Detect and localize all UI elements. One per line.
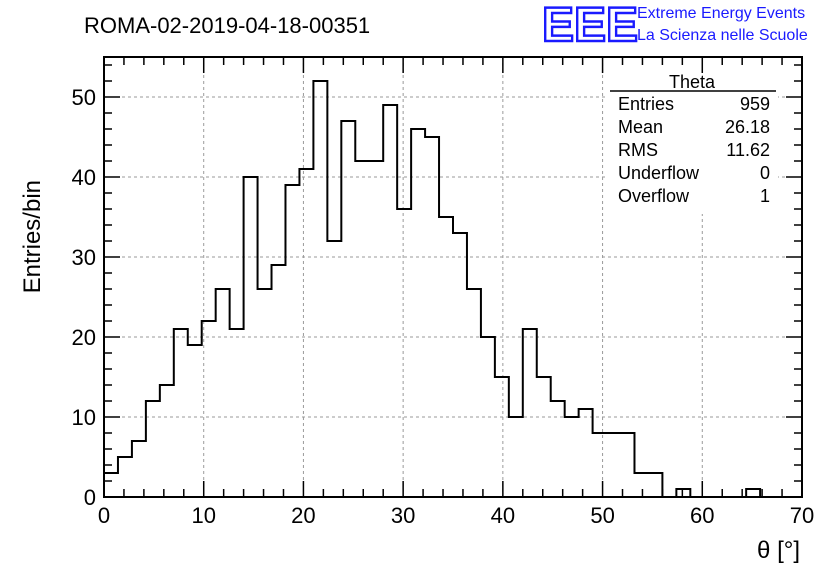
histogram-series — [103, 80, 802, 498]
x-tick-label: 20 — [291, 503, 315, 528]
x-tick-label: 10 — [191, 503, 215, 528]
stats-row-label: Underflow — [618, 163, 700, 183]
stats-row-value: 1 — [760, 186, 770, 206]
x-tick-label: 30 — [391, 503, 415, 528]
stats-row-value: 959 — [740, 94, 770, 114]
eee-logo-text: EEE — [542, 0, 638, 52]
x-tick-label: 50 — [590, 503, 614, 528]
y-tick-label: 10 — [72, 405, 96, 430]
y-tick-label: 20 — [72, 325, 96, 350]
stats-row-label: Entries — [618, 94, 674, 114]
stats-box: Theta Entries 959 Mean 26.18 RMS 11.62 Underfl… — [606, 72, 778, 214]
eee-logo: EEE Extreme Energy Events La Scienza nel… — [541, 0, 808, 53]
y-tick-label: 40 — [72, 165, 96, 190]
plot-frame — [103, 56, 803, 498]
stats-title: Theta — [669, 72, 716, 92]
grid-lines — [104, 57, 802, 497]
stats-row-value: 0 — [760, 163, 770, 183]
x-axis-label: θ [°] — [757, 537, 800, 564]
x-tick-label: 60 — [690, 503, 714, 528]
brand-line-2: La Scienza nelle Scuole — [637, 27, 808, 44]
x-tick-label: 40 — [491, 503, 515, 528]
stats-row-label: RMS — [618, 140, 658, 160]
brand-line-1: Extreme Energy Events — [637, 5, 805, 22]
x-tick-label: 70 — [790, 503, 814, 528]
x-tick-label: 0 — [98, 503, 110, 528]
stats-row-value: 26.18 — [725, 117, 770, 137]
stats-row-label: Overflow — [618, 186, 690, 206]
y-tick-label: 30 — [72, 245, 96, 270]
stats-row-value: 11.62 — [726, 140, 770, 160]
chart-title: ROMA-02-2019-04-18-00351 — [84, 13, 370, 38]
stats-row-label: Mean — [618, 117, 663, 137]
stats-box-background — [606, 74, 778, 214]
stats-rows: Entries 959 Mean 26.18 RMS 11.62 Underflow 0 Ove… — [618, 94, 770, 206]
y-axis-label: Entries/bin — [19, 180, 46, 293]
axis-ticks — [103, 57, 803, 498]
y-tick-label: 0 — [84, 485, 96, 510]
y-tick-label: 50 — [72, 85, 96, 110]
